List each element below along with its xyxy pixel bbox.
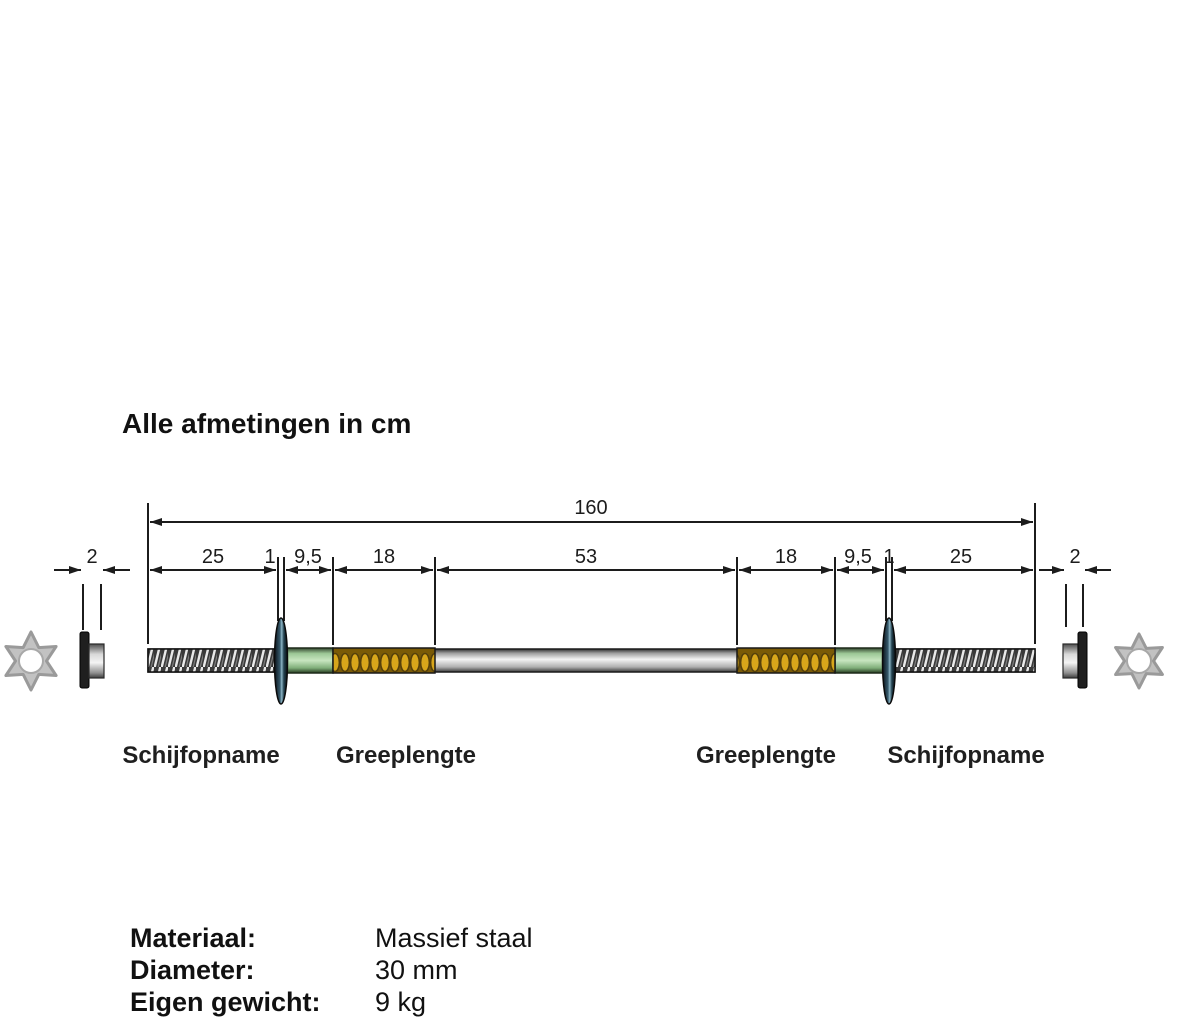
star-nut-left (4, 630, 58, 692)
dim-neck-left: 9,5 (294, 546, 322, 568)
dim-cap-right: 2 (1069, 546, 1080, 568)
dimension-lines (54, 518, 1111, 574)
collar-disc-right (881, 617, 897, 705)
barbell-bar (147, 617, 1036, 705)
extension-lines (82, 503, 1084, 645)
end-cap-right-body (1062, 643, 1079, 679)
label-sleeve-right: Schijfopname (887, 742, 1044, 769)
star-nut-right (1114, 632, 1164, 690)
label-grip-right: Greeplengte (696, 742, 836, 769)
star-nut-left-hole (18, 648, 44, 674)
thread-section-right (891, 648, 1036, 673)
star-nut-right-hole (1126, 648, 1152, 674)
label-grip-left: Greeplengte (336, 742, 476, 769)
dim-grip-left: 18 (373, 546, 395, 568)
thread-section-left (147, 648, 279, 673)
green-sleeve-left (283, 647, 334, 674)
end-cap-right (1062, 631, 1088, 689)
collar-disc-left (273, 617, 289, 705)
knurl-grip-right (736, 647, 836, 674)
spec-diameter-value: 30 mm (375, 955, 458, 985)
dim-sleeve-right: 25 (950, 546, 972, 568)
end-cap-left-body (88, 643, 105, 679)
dim-cap-left: 2 (86, 546, 97, 568)
spec-weight-value: 9 kg (375, 987, 426, 1017)
spec-material-value: Massief staal (375, 923, 533, 953)
end-cap-left-flange (79, 631, 90, 689)
dim-collar-right: 1 (883, 546, 894, 568)
green-sleeve-right (834, 647, 887, 674)
dim-grip-right: 18 (775, 546, 797, 568)
dim-center: 53 (575, 546, 597, 568)
specs-table: Materiaal: Massief staal Diameter: 30 mm… (130, 923, 533, 1017)
dim-total: 160 (574, 497, 607, 519)
knurl-grip-left (332, 647, 436, 674)
spec-weight-label: Eigen gewicht: (130, 987, 321, 1017)
dim-sleeve-left: 25 (202, 546, 224, 568)
diagram-title: Alle afmetingen in cm (122, 408, 411, 439)
label-sleeve-left: Schijfopname (122, 742, 279, 769)
end-cap-left (79, 631, 105, 689)
end-cap-right-flange (1077, 631, 1088, 689)
dim-collar-left: 1 (264, 546, 275, 568)
dim-neck-right: 9,5 (844, 546, 872, 568)
spec-material-label: Materiaal: (130, 923, 256, 953)
spec-diameter-label: Diameter: (130, 955, 255, 985)
